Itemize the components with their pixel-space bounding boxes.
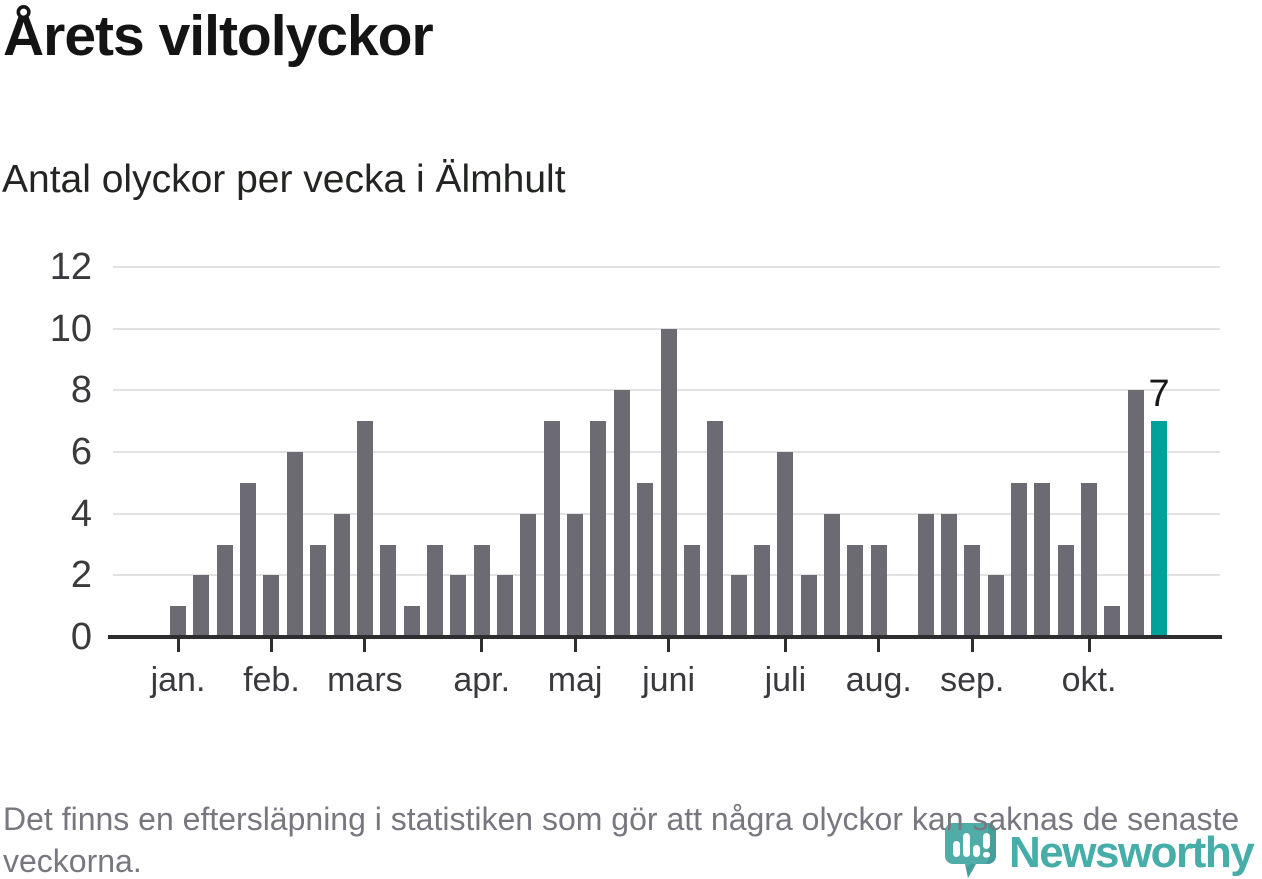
bar — [824, 513, 841, 637]
bar — [754, 544, 770, 637]
bar — [613, 390, 630, 637]
icon-exclamation-stem — [983, 833, 990, 849]
month-label-sep: sep. — [940, 661, 1005, 699]
x-axis-tick-okt — [1087, 639, 1091, 652]
y-axis-label-10: 10 — [49, 307, 92, 350]
x-axis-tick-aug — [877, 639, 881, 652]
bar — [1057, 544, 1074, 637]
y-axis-label-0: 0 — [70, 616, 92, 658]
footer-note: Det finns en eftersläpning i statistiken… — [3, 801, 1240, 879]
bar — [683, 544, 700, 637]
y-axis-label-2: 2 — [70, 554, 92, 597]
x-axis-tick-maj — [573, 639, 577, 652]
bar — [917, 513, 934, 637]
x-axis-tick-feb — [269, 639, 273, 652]
bar — [170, 606, 186, 637]
bar — [707, 421, 724, 637]
bar — [800, 575, 817, 637]
month-label-okt: okt. — [1061, 661, 1117, 699]
bar — [263, 575, 280, 637]
y-axis-label-4: 4 — [70, 492, 92, 535]
x-axis-tick-apr — [480, 639, 484, 652]
bar — [286, 452, 303, 637]
y-axis-label-8: 8 — [70, 369, 92, 412]
bar — [730, 575, 747, 637]
bar — [403, 606, 420, 637]
bar — [660, 328, 677, 637]
bar — [473, 544, 490, 637]
page-title: Årets viltolyckor — [3, 4, 434, 68]
page-subtitle: Antal olyckor per vecka i Älmhult — [2, 158, 566, 201]
bar — [520, 513, 537, 637]
x-axis-tick-mars — [363, 639, 367, 652]
bar — [1081, 482, 1098, 637]
bar — [847, 544, 864, 637]
x-axis-tick-sep — [970, 639, 974, 652]
icon-bar-3 — [973, 845, 980, 857]
bar — [240, 482, 257, 637]
bar — [356, 421, 373, 637]
bar — [310, 544, 327, 637]
gridline-y-12 — [113, 266, 1220, 268]
icon-bar-1 — [953, 841, 960, 857]
newsworthy-wordmark: Newsworthy — [1009, 828, 1255, 877]
icon-bar-2 — [963, 833, 970, 857]
bar — [450, 575, 467, 637]
month-label-juni: juni — [642, 661, 696, 699]
icon-exclamation-dot — [983, 852, 990, 858]
month-label-maj: maj — [547, 661, 603, 699]
bar — [426, 544, 443, 637]
bar — [637, 482, 654, 637]
month-label-juli: juli — [764, 661, 807, 699]
month-label-aug: aug. — [845, 661, 912, 699]
bar-value-label: 7 — [1148, 373, 1170, 416]
bar — [1010, 482, 1027, 637]
bar — [870, 544, 887, 637]
x-axis-tick-jan — [176, 639, 180, 652]
bar — [1034, 482, 1051, 637]
newsworthy-logo: Newsworthy — [944, 822, 1255, 879]
bar — [497, 575, 514, 637]
bar — [380, 544, 397, 637]
bar — [333, 513, 350, 637]
bar — [1104, 606, 1121, 637]
newsworthy-logo-icon — [945, 823, 996, 878]
x-axis-line — [108, 635, 1222, 639]
x-axis-tick-juli — [783, 639, 787, 652]
bar — [216, 544, 233, 637]
month-label-feb: feb. — [243, 661, 300, 699]
bar — [543, 421, 560, 637]
bar — [567, 513, 584, 637]
bar — [777, 452, 794, 637]
bar — [940, 513, 957, 637]
x-axis-tick-juni — [667, 639, 671, 652]
month-label-mars: mars — [327, 661, 403, 699]
month-label-apr: apr. — [453, 661, 511, 699]
bar — [1127, 390, 1144, 637]
bar — [987, 575, 1004, 637]
month-label-jan: jan. — [150, 661, 206, 699]
bar — [964, 544, 981, 637]
bar — [590, 421, 607, 637]
highlighted-bar — [1151, 421, 1168, 637]
bar — [193, 575, 210, 637]
y-axis-label-6: 6 — [70, 431, 92, 473]
y-axis-label-12: 12 — [49, 246, 92, 288]
